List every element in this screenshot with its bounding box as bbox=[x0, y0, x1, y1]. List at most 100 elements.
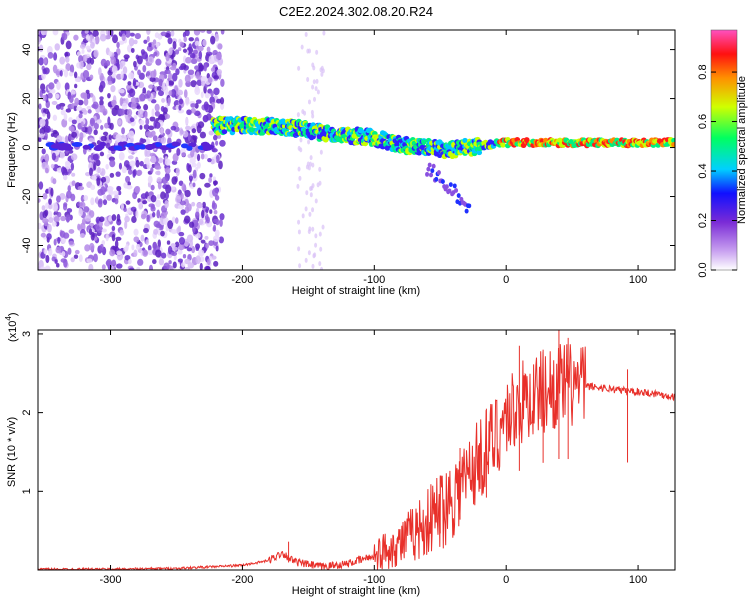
noise-blob bbox=[115, 171, 121, 177]
snr-frame bbox=[37, 329, 676, 571]
noise-blob bbox=[118, 190, 122, 196]
noise-blob bbox=[183, 36, 188, 43]
noise-blob bbox=[129, 117, 135, 123]
noise-blob bbox=[46, 233, 52, 240]
noise-blob bbox=[101, 240, 106, 246]
noise-blob bbox=[185, 125, 191, 131]
noise-blob bbox=[122, 66, 128, 75]
noise-blob bbox=[208, 177, 213, 184]
noise-blob bbox=[161, 98, 166, 103]
noise-blob bbox=[203, 63, 208, 72]
noise-blob bbox=[87, 109, 92, 114]
noise-blob bbox=[90, 197, 95, 206]
noise-blob bbox=[192, 135, 198, 141]
snr-series bbox=[38, 330, 675, 570]
noise-blob bbox=[109, 188, 114, 197]
noise-blob bbox=[84, 244, 91, 252]
spectrogram-frame bbox=[37, 29, 676, 271]
noise-blob bbox=[176, 147, 181, 156]
noise-blob bbox=[62, 145, 69, 151]
noise-blob bbox=[297, 219, 301, 225]
noise-blob bbox=[311, 226, 315, 232]
noise-blob bbox=[319, 149, 323, 155]
noise-blob bbox=[110, 56, 116, 65]
noise-blob bbox=[40, 83, 46, 91]
noise-blob bbox=[41, 205, 46, 211]
noise-blob bbox=[50, 187, 54, 197]
noise-blob bbox=[107, 92, 111, 99]
noise-blob bbox=[117, 141, 125, 147]
noise-blob bbox=[155, 58, 162, 66]
svg-text:(x104): (x104) bbox=[4, 312, 19, 342]
noise-blob bbox=[311, 84, 315, 90]
noise-blob bbox=[51, 256, 56, 262]
noise-blob bbox=[121, 127, 125, 135]
noise-blob bbox=[126, 84, 132, 91]
signal-blob bbox=[429, 172, 434, 178]
noise-blob bbox=[61, 32, 68, 41]
noise-blob bbox=[213, 209, 218, 215]
noise-blob bbox=[85, 34, 91, 41]
noise-blob bbox=[38, 44, 44, 53]
noise-blob bbox=[134, 185, 141, 194]
noise-blob bbox=[155, 42, 159, 48]
noise-blob bbox=[120, 202, 125, 211]
noise-blob bbox=[111, 65, 118, 74]
noise-blob bbox=[48, 203, 53, 210]
noise-blob bbox=[38, 57, 44, 66]
noise-blob bbox=[137, 258, 144, 266]
noise-blob bbox=[55, 246, 62, 254]
noise-blob bbox=[73, 254, 79, 259]
y-tick-label: 2 bbox=[21, 410, 33, 416]
noise-blob bbox=[188, 175, 194, 180]
noise-blob bbox=[71, 180, 76, 187]
noise-blob bbox=[78, 136, 83, 143]
snr-scale-label: (x104) bbox=[4, 312, 19, 342]
noise-blob bbox=[170, 251, 178, 257]
y-tick-label: 0 bbox=[21, 144, 33, 150]
noise-blob bbox=[191, 246, 196, 254]
noise-blob bbox=[111, 259, 117, 267]
noise-blob bbox=[199, 262, 203, 270]
noise-blob bbox=[134, 144, 141, 150]
noise-blob bbox=[307, 229, 311, 235]
noise-blob bbox=[195, 166, 199, 172]
noise-blob bbox=[208, 55, 215, 65]
signal-blob bbox=[221, 129, 228, 135]
noise-blob bbox=[163, 73, 168, 79]
noise-blob bbox=[48, 82, 55, 90]
noise-blob bbox=[38, 103, 42, 110]
noise-blob bbox=[63, 69, 69, 78]
noise-blob bbox=[140, 49, 146, 55]
x-tick-label: 100 bbox=[629, 574, 647, 586]
colorbar-tick-label: 0.6 bbox=[697, 114, 709, 129]
colorbar-gradient bbox=[710, 29, 738, 271]
noise-blob bbox=[307, 250, 311, 256]
noise-blob bbox=[143, 227, 149, 234]
noise-blob bbox=[74, 249, 80, 255]
noise-blob bbox=[105, 233, 109, 242]
signal-blob bbox=[464, 208, 469, 214]
noise-blob bbox=[112, 34, 118, 44]
noise-blob bbox=[309, 155, 313, 161]
noise-blob bbox=[213, 87, 220, 96]
noise-blob bbox=[44, 265, 51, 270]
noise-blob bbox=[297, 65, 301, 71]
noise-blob bbox=[167, 37, 173, 45]
noise-blob bbox=[125, 116, 129, 123]
noise-blob bbox=[298, 175, 302, 181]
noise-blob bbox=[89, 74, 94, 80]
noise-blob bbox=[94, 35, 100, 45]
signal-blob bbox=[427, 162, 432, 168]
noise-blob bbox=[194, 102, 199, 109]
noise-blob bbox=[74, 77, 80, 83]
noise-blob bbox=[90, 184, 96, 190]
noise-blob bbox=[199, 131, 207, 139]
noise-blob bbox=[194, 40, 200, 47]
noise-blob bbox=[299, 147, 303, 153]
noise-blob bbox=[81, 107, 87, 113]
noise-blob bbox=[301, 213, 305, 219]
x-tick-label: -300 bbox=[100, 274, 122, 286]
noise-blob bbox=[194, 110, 201, 117]
noise-blob bbox=[125, 208, 132, 214]
